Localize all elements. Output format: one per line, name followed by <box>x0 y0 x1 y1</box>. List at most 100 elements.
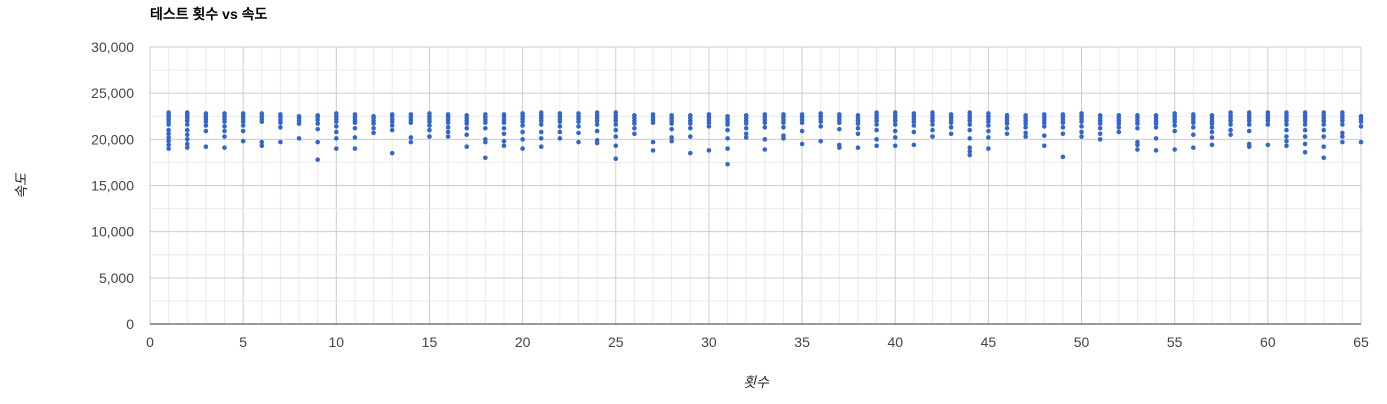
data-point <box>240 119 246 125</box>
data-point <box>278 139 283 145</box>
data-point <box>483 120 488 126</box>
y-tick-label: 30,000 <box>91 39 134 55</box>
data-point <box>594 128 600 134</box>
data-point <box>594 140 600 146</box>
data-point <box>743 125 749 131</box>
data-point <box>259 143 265 149</box>
data-point <box>986 119 991 125</box>
data-point <box>1023 125 1028 130</box>
data-point <box>1023 121 1028 126</box>
data-point <box>184 132 190 138</box>
y-tick-label: 15,000 <box>91 178 134 194</box>
data-point <box>1172 128 1177 134</box>
data-point <box>576 130 581 136</box>
data-point <box>445 129 451 135</box>
data-point <box>855 121 861 126</box>
data-point <box>1302 118 1308 124</box>
x-tick-label: 25 <box>608 334 624 350</box>
data-point <box>1079 134 1084 139</box>
data-point <box>669 121 674 126</box>
data-point <box>855 145 861 150</box>
data-point <box>837 126 842 132</box>
data-point <box>799 141 805 147</box>
data-point <box>967 122 973 127</box>
data-point <box>352 120 358 126</box>
data-point <box>1209 121 1215 126</box>
data-point <box>687 134 693 139</box>
data-point <box>389 127 395 133</box>
data-point <box>408 120 414 126</box>
data-point <box>1041 133 1047 138</box>
data-point <box>501 120 507 126</box>
y-tick-label: 0 <box>126 316 134 332</box>
data-point <box>203 144 209 150</box>
x-tick-label: 10 <box>329 334 345 350</box>
data-point <box>613 134 619 139</box>
data-point <box>203 123 209 128</box>
data-point <box>948 131 954 137</box>
data-point <box>334 146 339 151</box>
data-point <box>1302 134 1308 139</box>
data-point <box>1302 127 1308 133</box>
data-point <box>240 128 246 134</box>
data-point <box>520 123 525 128</box>
data-point <box>1041 120 1047 126</box>
data-point <box>1358 139 1364 145</box>
data-point <box>1023 134 1028 139</box>
data-point <box>389 119 395 125</box>
data-point <box>650 148 656 153</box>
data-point <box>986 135 991 140</box>
data-point <box>743 121 749 126</box>
data-point <box>1153 136 1159 141</box>
data-point <box>1209 142 1215 148</box>
data-point <box>1246 122 1252 127</box>
data-points <box>166 110 1364 167</box>
data-point <box>855 125 861 131</box>
data-point <box>725 136 730 141</box>
data-point <box>166 122 171 127</box>
data-point <box>1097 137 1103 142</box>
data-point <box>1228 122 1233 127</box>
data-point <box>650 120 656 126</box>
x-tick-label: 45 <box>981 334 997 350</box>
data-point <box>1228 127 1233 133</box>
data-point <box>967 127 973 133</box>
data-point <box>408 135 414 140</box>
data-point <box>874 122 879 127</box>
x-tick-label: 55 <box>1167 334 1183 350</box>
data-point <box>1340 118 1345 124</box>
data-point <box>892 118 898 124</box>
data-point <box>1079 124 1084 129</box>
data-point <box>520 137 525 142</box>
data-point <box>427 119 432 125</box>
data-point <box>389 123 395 128</box>
data-point <box>725 122 730 127</box>
data-point <box>892 122 898 127</box>
y-tick-label: 10,000 <box>91 224 134 240</box>
data-point <box>1041 124 1047 129</box>
data-point <box>1358 124 1364 129</box>
data-point <box>1079 119 1084 125</box>
data-point <box>874 118 879 124</box>
data-point <box>203 128 209 134</box>
data-point <box>632 131 637 137</box>
data-point <box>1097 131 1103 137</box>
data-point <box>557 136 563 141</box>
y-gridlines <box>150 46 1361 325</box>
data-point <box>1209 129 1215 135</box>
data-point <box>1191 125 1196 130</box>
data-point <box>464 132 470 138</box>
data-point <box>315 157 320 162</box>
data-point <box>1004 131 1010 137</box>
y-tick-labels: 0 5,000 10,000 15,000 20,000 25,000 30,000 <box>91 39 134 332</box>
x-tick-label: 15 <box>422 334 438 350</box>
data-point <box>1228 118 1233 124</box>
data-point <box>986 128 991 134</box>
data-point <box>334 124 339 129</box>
data-point <box>613 156 619 162</box>
data-point <box>1191 120 1196 126</box>
data-point <box>1265 142 1271 148</box>
data-point <box>166 146 171 151</box>
data-point <box>669 126 674 132</box>
data-point <box>967 118 973 124</box>
